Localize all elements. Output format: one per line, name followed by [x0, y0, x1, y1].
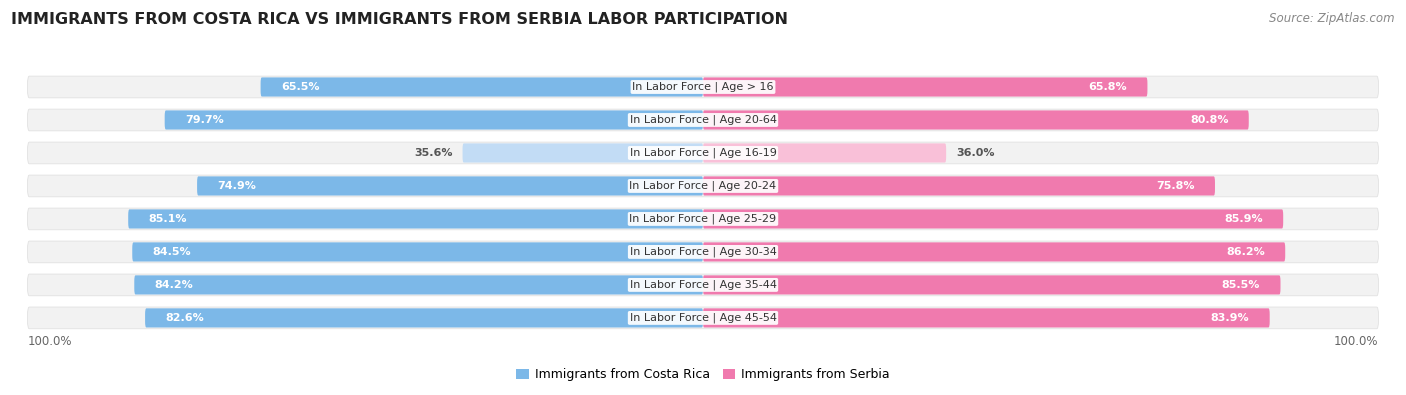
- Text: 86.2%: 86.2%: [1226, 247, 1265, 257]
- Text: 79.7%: 79.7%: [186, 115, 224, 125]
- Text: 65.8%: 65.8%: [1088, 82, 1128, 92]
- Text: 85.9%: 85.9%: [1225, 214, 1263, 224]
- FancyBboxPatch shape: [463, 143, 703, 162]
- Text: 84.2%: 84.2%: [155, 280, 193, 290]
- Text: 74.9%: 74.9%: [218, 181, 256, 191]
- FancyBboxPatch shape: [132, 243, 703, 261]
- FancyBboxPatch shape: [135, 275, 703, 295]
- FancyBboxPatch shape: [260, 77, 703, 96]
- Text: In Labor Force | Age 16-19: In Labor Force | Age 16-19: [630, 148, 776, 158]
- FancyBboxPatch shape: [703, 111, 1249, 130]
- Text: In Labor Force | Age 35-44: In Labor Force | Age 35-44: [630, 280, 776, 290]
- FancyBboxPatch shape: [703, 243, 1285, 261]
- Text: 85.5%: 85.5%: [1222, 280, 1260, 290]
- FancyBboxPatch shape: [28, 109, 1378, 131]
- FancyBboxPatch shape: [145, 308, 703, 327]
- FancyBboxPatch shape: [28, 76, 1378, 98]
- Text: 100.0%: 100.0%: [1334, 335, 1378, 348]
- Text: 100.0%: 100.0%: [28, 335, 72, 348]
- FancyBboxPatch shape: [28, 208, 1378, 230]
- Text: In Labor Force | Age > 16: In Labor Force | Age > 16: [633, 82, 773, 92]
- Text: 80.8%: 80.8%: [1189, 115, 1229, 125]
- Text: 82.6%: 82.6%: [166, 313, 204, 323]
- Text: In Labor Force | Age 20-24: In Labor Force | Age 20-24: [630, 181, 776, 191]
- FancyBboxPatch shape: [28, 274, 1378, 296]
- FancyBboxPatch shape: [703, 143, 946, 162]
- FancyBboxPatch shape: [165, 111, 703, 130]
- Text: Source: ZipAtlas.com: Source: ZipAtlas.com: [1270, 12, 1395, 25]
- Text: 83.9%: 83.9%: [1211, 313, 1250, 323]
- FancyBboxPatch shape: [703, 209, 1284, 229]
- FancyBboxPatch shape: [28, 142, 1378, 164]
- Text: 85.1%: 85.1%: [149, 214, 187, 224]
- Text: 35.6%: 35.6%: [413, 148, 453, 158]
- FancyBboxPatch shape: [703, 77, 1147, 96]
- Text: In Labor Force | Age 25-29: In Labor Force | Age 25-29: [630, 214, 776, 224]
- Text: In Labor Force | Age 45-54: In Labor Force | Age 45-54: [630, 313, 776, 323]
- FancyBboxPatch shape: [28, 241, 1378, 263]
- Text: 36.0%: 36.0%: [956, 148, 995, 158]
- Legend: Immigrants from Costa Rica, Immigrants from Serbia: Immigrants from Costa Rica, Immigrants f…: [512, 363, 894, 386]
- FancyBboxPatch shape: [128, 209, 703, 229]
- FancyBboxPatch shape: [28, 307, 1378, 329]
- Text: In Labor Force | Age 20-64: In Labor Force | Age 20-64: [630, 115, 776, 125]
- FancyBboxPatch shape: [197, 177, 703, 196]
- FancyBboxPatch shape: [28, 175, 1378, 197]
- Text: IMMIGRANTS FROM COSTA RICA VS IMMIGRANTS FROM SERBIA LABOR PARTICIPATION: IMMIGRANTS FROM COSTA RICA VS IMMIGRANTS…: [11, 12, 789, 27]
- Text: 65.5%: 65.5%: [281, 82, 319, 92]
- Text: 75.8%: 75.8%: [1156, 181, 1195, 191]
- Text: In Labor Force | Age 30-34: In Labor Force | Age 30-34: [630, 247, 776, 257]
- Text: 84.5%: 84.5%: [152, 247, 191, 257]
- FancyBboxPatch shape: [703, 275, 1281, 295]
- FancyBboxPatch shape: [703, 308, 1270, 327]
- FancyBboxPatch shape: [703, 177, 1215, 196]
